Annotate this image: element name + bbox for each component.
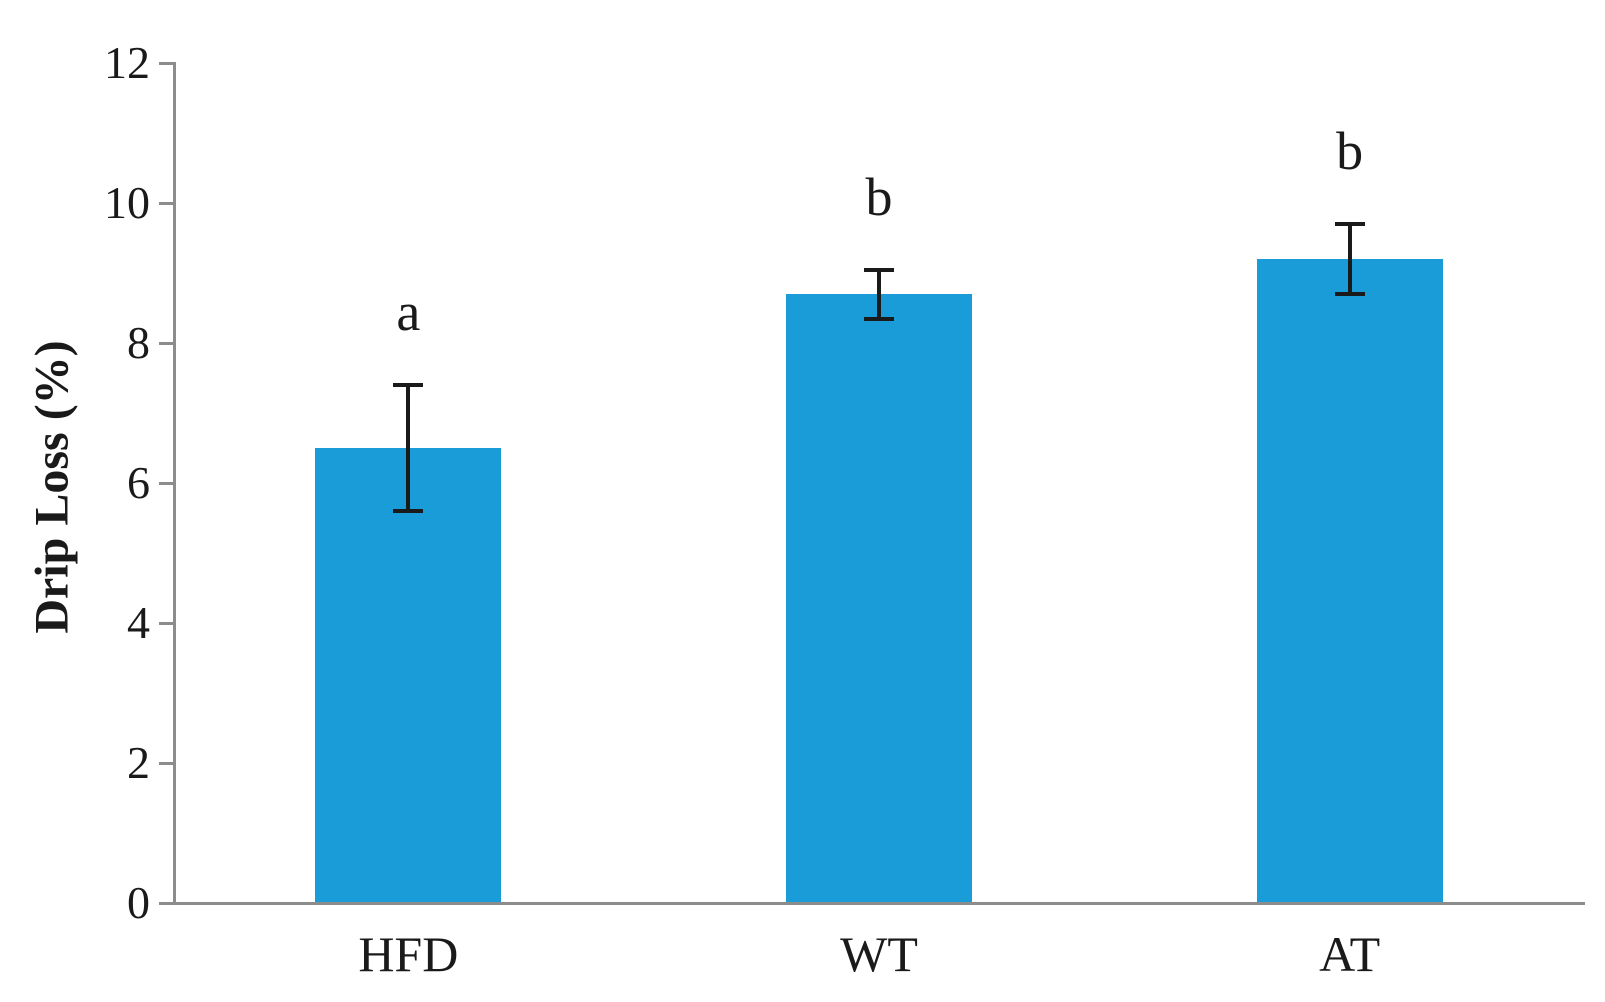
significance-letter: a bbox=[396, 282, 421, 342]
category-label: AT bbox=[1319, 926, 1381, 982]
error-bar-cap bbox=[1334, 222, 1365, 226]
error-bar-line bbox=[1347, 224, 1352, 294]
error-bar-line bbox=[877, 269, 881, 319]
bar bbox=[1256, 259, 1443, 903]
y-tick bbox=[159, 61, 173, 65]
y-tick bbox=[159, 201, 173, 205]
y-tick-label: 0 bbox=[127, 877, 150, 928]
error-bar-cap bbox=[864, 267, 894, 272]
category-label: WT bbox=[840, 926, 918, 982]
bar bbox=[315, 448, 502, 903]
x-axis-line bbox=[159, 902, 1585, 905]
error-bar-line bbox=[406, 385, 411, 511]
error-bar-cap bbox=[393, 509, 424, 513]
bar bbox=[786, 294, 972, 903]
y-tick bbox=[159, 481, 173, 485]
significance-letter: b bbox=[865, 166, 893, 227]
y-tick bbox=[159, 341, 173, 345]
y-tick-label: 2 bbox=[127, 737, 150, 788]
y-tick-label: 10 bbox=[104, 177, 150, 228]
error-bar-cap bbox=[864, 316, 894, 321]
y-axis-line bbox=[173, 62, 176, 904]
y-tick bbox=[159, 621, 173, 625]
significance-letter: b bbox=[1336, 121, 1364, 181]
y-tick-label: 12 bbox=[104, 37, 150, 88]
error-bar-cap bbox=[1334, 292, 1365, 296]
y-tick-label: 8 bbox=[127, 317, 150, 368]
category-label: HFD bbox=[358, 926, 459, 982]
error-bar-cap bbox=[393, 383, 424, 387]
y-tick-label: 4 bbox=[127, 597, 150, 648]
y-tick-label: 6 bbox=[127, 457, 150, 508]
y-tick bbox=[159, 761, 173, 765]
